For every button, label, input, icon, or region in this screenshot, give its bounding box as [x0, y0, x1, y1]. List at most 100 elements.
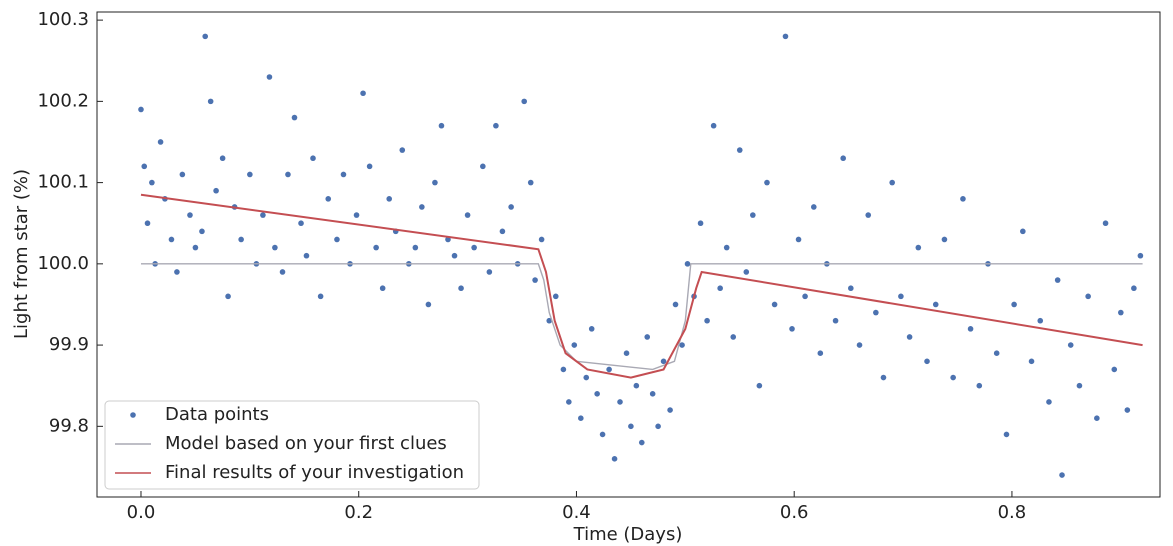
- data-point: [486, 269, 493, 275]
- data-point: [865, 212, 872, 218]
- data-point: [588, 326, 595, 332]
- data-point: [856, 342, 863, 348]
- data-point: [566, 399, 572, 405]
- data-point: [458, 285, 464, 292]
- x-tick-label: 0.0: [127, 502, 156, 523]
- data-point: [832, 317, 839, 324]
- data-point: [617, 399, 623, 405]
- data-point: [445, 236, 451, 243]
- data-point: [1059, 472, 1065, 478]
- data-point: [915, 244, 922, 251]
- data-point: [571, 342, 578, 348]
- data-point: [538, 236, 545, 243]
- data-point: [795, 236, 802, 243]
- data-point: [192, 244, 199, 251]
- data-point: [840, 155, 846, 162]
- data-point: [898, 293, 904, 300]
- data-point: [679, 342, 685, 348]
- data-point: [187, 212, 193, 218]
- y-tick-label: 99.8: [49, 415, 89, 436]
- data-point: [667, 407, 673, 413]
- data-point: [373, 244, 379, 251]
- data-point: [508, 204, 514, 210]
- data-point: [1118, 309, 1124, 316]
- data-point: [611, 456, 618, 462]
- data-point: [168, 236, 175, 243]
- legend-label: Data points: [165, 404, 269, 425]
- x-tick-label: 0.4: [562, 502, 591, 523]
- data-point: [527, 179, 534, 186]
- data-point: [325, 196, 332, 202]
- data-point: [672, 301, 679, 308]
- data-point: [736, 147, 743, 153]
- data-point: [340, 171, 347, 178]
- data-point: [1003, 431, 1010, 438]
- data-point: [202, 33, 209, 40]
- y-tick-label: 100.0: [37, 253, 89, 274]
- data-point: [438, 122, 445, 129]
- data-point: [179, 171, 186, 178]
- x-tick-label: 0.2: [344, 502, 373, 523]
- data-point: [623, 350, 630, 357]
- data-point: [303, 252, 310, 259]
- data-point: [552, 293, 559, 300]
- data-point: [730, 334, 737, 340]
- data-point: [317, 293, 324, 300]
- data-point: [789, 326, 795, 332]
- data-point: [291, 114, 298, 121]
- y-tick-label: 100.2: [37, 90, 89, 111]
- data-point: [583, 374, 590, 381]
- data-point: [649, 391, 656, 397]
- data-point: [756, 382, 763, 389]
- data-point: [149, 179, 155, 186]
- data-point: [993, 350, 1000, 357]
- data-point: [1076, 382, 1083, 389]
- data-point: [924, 358, 930, 365]
- data-point: [638, 439, 645, 446]
- data-point: [960, 196, 966, 202]
- data-point: [594, 391, 600, 397]
- data-point: [606, 366, 612, 373]
- data-point: [1094, 415, 1100, 421]
- data-point: [419, 204, 425, 210]
- x-axis-label: Time (Days): [573, 524, 683, 545]
- data-point: [1102, 220, 1109, 227]
- data-point: [1111, 366, 1118, 373]
- y-tick-label: 100.1: [37, 172, 89, 193]
- data-point: [546, 317, 553, 324]
- data-point: [219, 155, 226, 162]
- data-point: [266, 74, 273, 80]
- data-point: [802, 293, 808, 300]
- data-point: [464, 212, 471, 218]
- data-point: [499, 228, 506, 235]
- data-point: [950, 374, 956, 381]
- y-axis-label: Light from star (%): [11, 169, 32, 339]
- data-point: [207, 98, 214, 105]
- line: [140, 193, 1143, 379]
- data-point: [272, 244, 278, 251]
- data-point: [848, 285, 854, 292]
- plot-frame: [96, 11, 1161, 498]
- data-point: [710, 122, 717, 129]
- legend-marker: [130, 412, 136, 418]
- legend-label: Model based on your first clues: [165, 433, 447, 454]
- data-point: [873, 309, 879, 316]
- data-point: [599, 431, 606, 438]
- data-point: [412, 244, 419, 251]
- data-point: [238, 236, 244, 243]
- data-point: [764, 179, 770, 186]
- data-point: [1037, 317, 1044, 324]
- data-point: [560, 366, 567, 373]
- data-point: [717, 285, 723, 292]
- legend-box: [104, 400, 480, 490]
- data-point: [655, 423, 661, 430]
- data-point: [334, 236, 340, 243]
- data-point: [399, 147, 406, 153]
- data-point: [432, 179, 438, 186]
- line: [140, 263, 1143, 371]
- data-point: [578, 415, 584, 421]
- data-point: [697, 220, 704, 227]
- data-point: [174, 269, 180, 275]
- data-point: [1137, 252, 1144, 259]
- data-point: [1131, 285, 1137, 292]
